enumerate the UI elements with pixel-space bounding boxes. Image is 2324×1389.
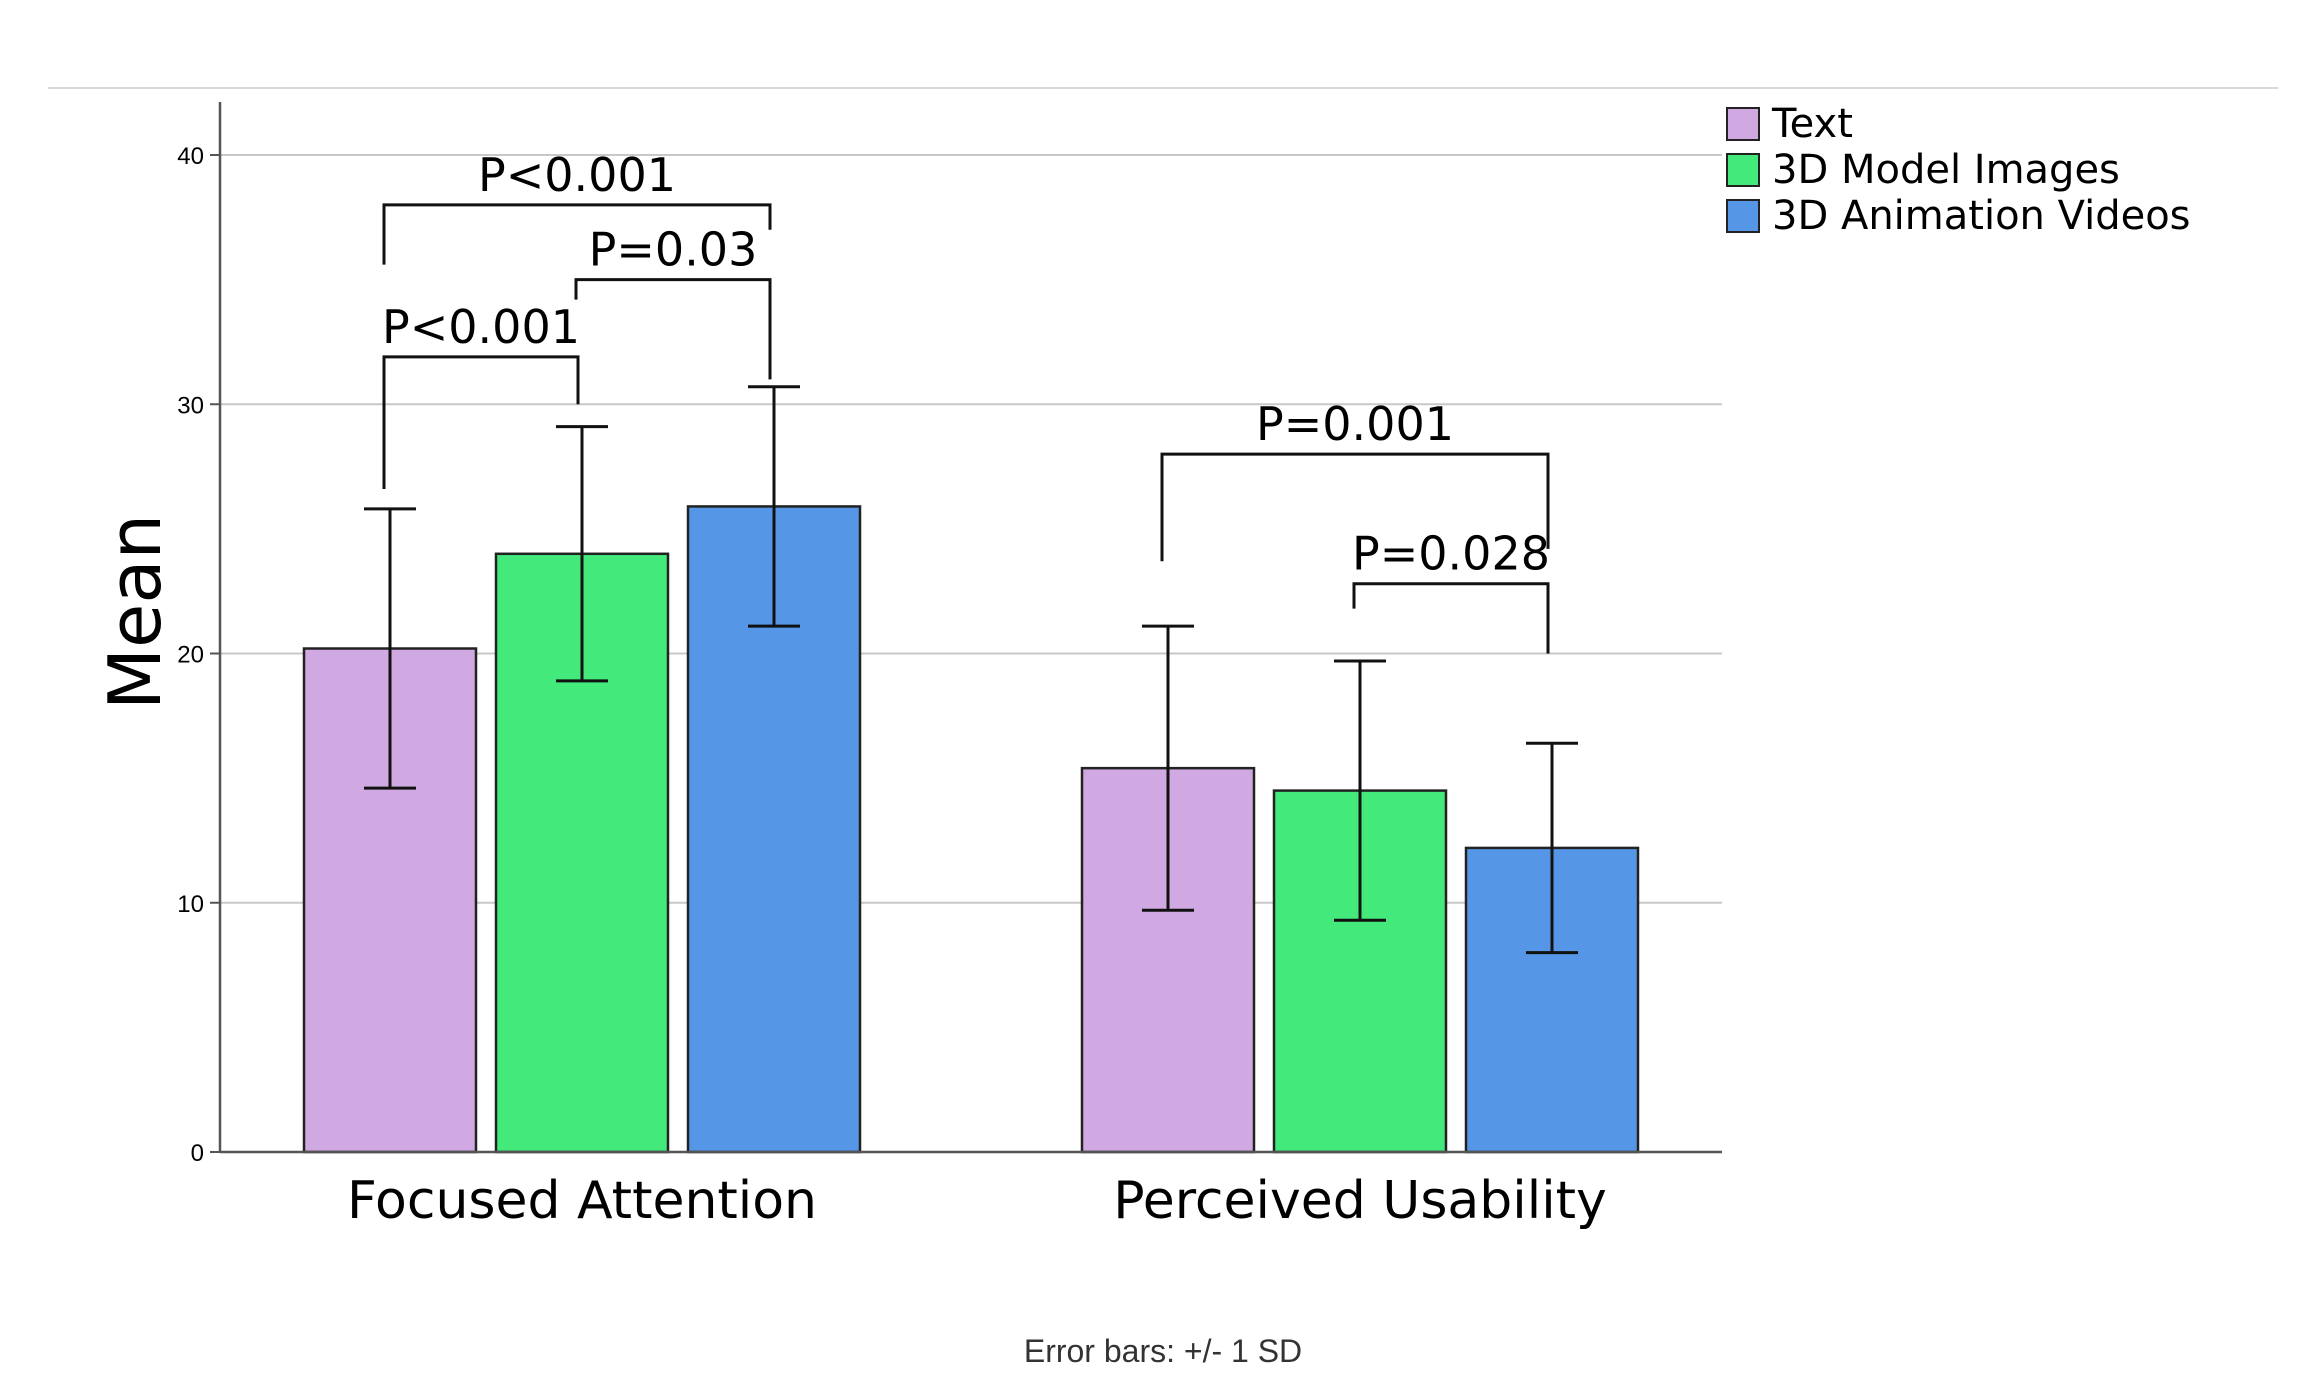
y-ticks: 0 10 20 30 40 xyxy=(177,143,220,1167)
legend-swatch xyxy=(1726,199,1760,233)
legend-label: 3D Animation Videos xyxy=(1772,193,2191,239)
y-tick-label: 40 xyxy=(177,143,204,170)
legend-label: 3D Model Images xyxy=(1772,147,2120,193)
legend-label: Text xyxy=(1771,101,1853,147)
p-value-label: P<0.001 xyxy=(478,148,676,202)
p-value-label: P<0.001 xyxy=(382,300,580,354)
y-tick-label: 10 xyxy=(177,891,204,918)
error-bar-footnote: Error bars: +/- 1 SD xyxy=(1024,1333,1302,1369)
p-value-label: P=0.001 xyxy=(1256,397,1454,451)
significance-bracket xyxy=(574,278,772,380)
y-tick-label: 20 xyxy=(177,642,204,669)
bar-3d-model-images-1 xyxy=(1272,789,1448,1154)
legend-swatch xyxy=(1726,107,1760,141)
p-value-label: P=0.03 xyxy=(589,223,758,277)
y-axis-label: Mean xyxy=(93,514,177,710)
error-bars xyxy=(364,385,1578,955)
legend-swatch xyxy=(1726,153,1760,187)
axes xyxy=(218,102,1722,1154)
significance-bracket xyxy=(382,203,772,265)
x-categories: Focused Attention Perceived Usability xyxy=(347,1171,1607,1231)
y-tick-label: 30 xyxy=(177,392,204,419)
significance-bracket xyxy=(1160,452,1550,562)
significance-bracket xyxy=(382,355,580,489)
p-value-label: P=0.028 xyxy=(1352,527,1550,581)
x-category-label: Perceived Usability xyxy=(1113,1171,1607,1231)
y-tick-label: 0 xyxy=(191,1140,204,1167)
significance-bracket xyxy=(1352,582,1550,654)
x-category-label: Focused Attention xyxy=(347,1171,817,1231)
